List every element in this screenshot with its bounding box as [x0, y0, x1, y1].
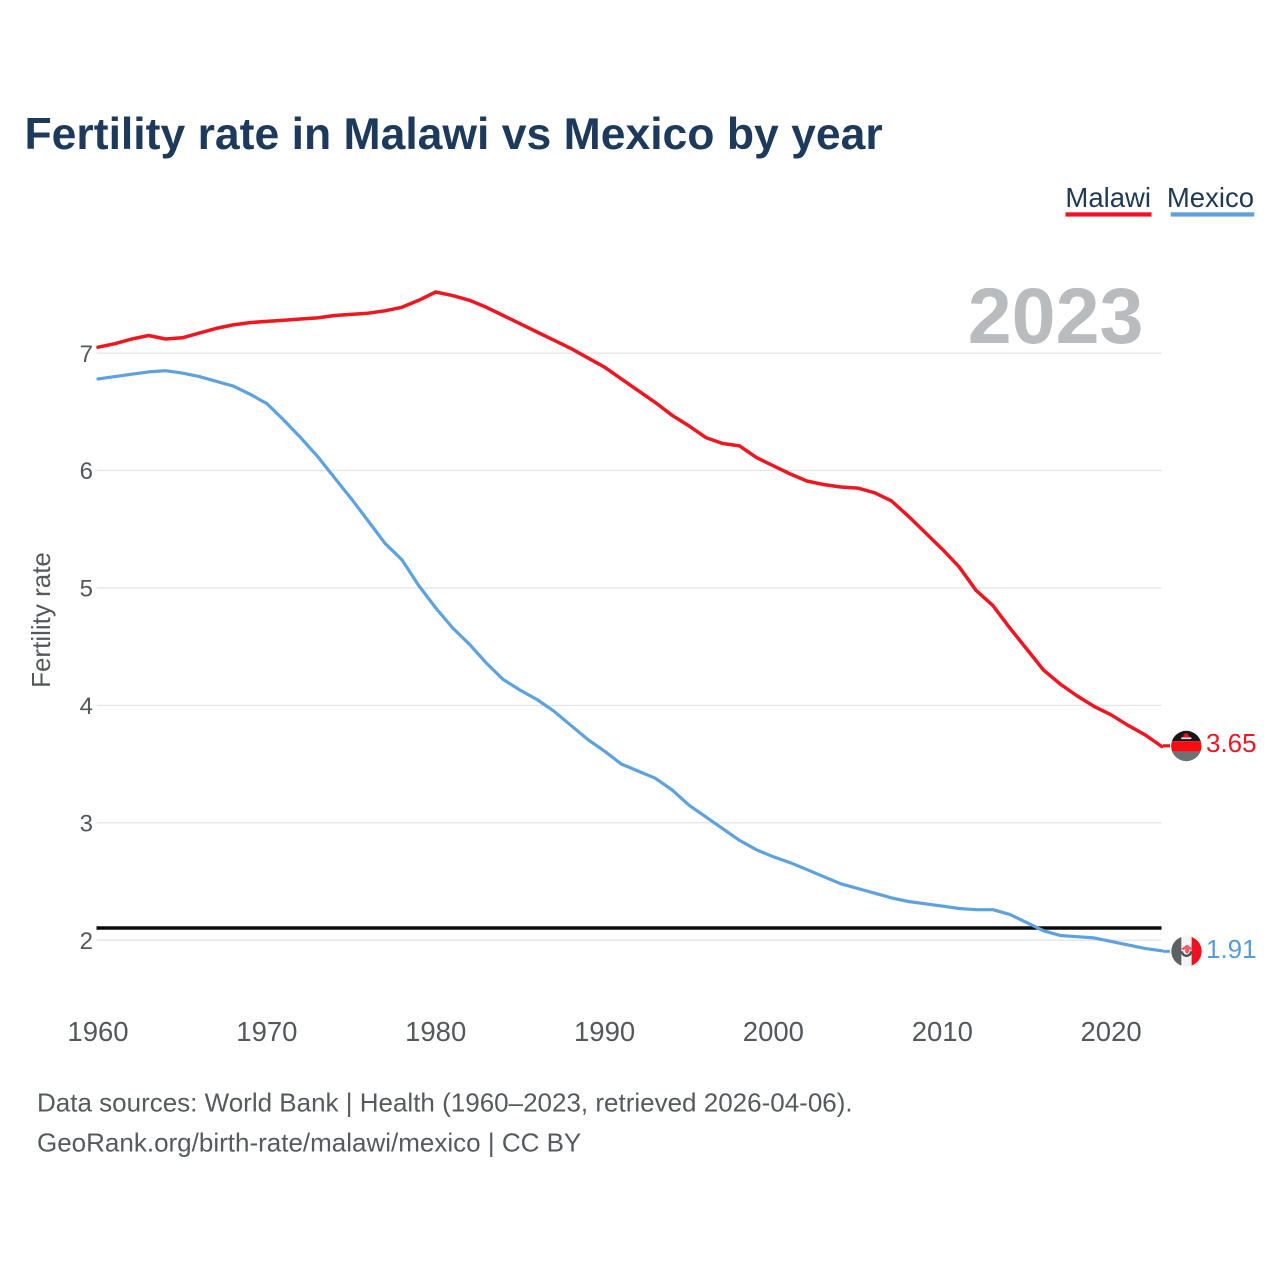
svg-text:1970: 1970 — [236, 1016, 297, 1047]
svg-text:Fertility rate in Malawi vs Me: Fertility rate in Malawi vs Mexico by ye… — [25, 110, 883, 159]
svg-text:2000: 2000 — [743, 1016, 804, 1047]
svg-text:1.91: 1.91 — [1206, 934, 1257, 964]
svg-text:2: 2 — [80, 928, 93, 955]
svg-text:5: 5 — [80, 576, 93, 603]
svg-text:1980: 1980 — [405, 1016, 466, 1047]
svg-text:4: 4 — [80, 693, 93, 720]
svg-text:Fertility rate: Fertility rate — [26, 552, 56, 688]
svg-text:7: 7 — [80, 341, 93, 368]
svg-text:2010: 2010 — [912, 1016, 973, 1047]
svg-text:GeoRank.org/birth-rate/malawi/: GeoRank.org/birth-rate/malawi/mexico | C… — [37, 1128, 581, 1158]
svg-text:2023: 2023 — [968, 271, 1144, 360]
svg-text:1990: 1990 — [574, 1016, 635, 1047]
svg-text:Data sources: World Bank | Hea: Data sources: World Bank | Health (1960–… — [37, 1088, 853, 1118]
svg-text:3.65: 3.65 — [1206, 728, 1257, 758]
svg-text:6: 6 — [80, 458, 93, 485]
svg-text:Mexico: Mexico — [1167, 182, 1254, 213]
svg-text:1960: 1960 — [67, 1016, 128, 1047]
svg-text:Malawi: Malawi — [1065, 182, 1151, 213]
svg-text:3: 3 — [80, 811, 93, 838]
svg-text:2020: 2020 — [1081, 1016, 1142, 1047]
